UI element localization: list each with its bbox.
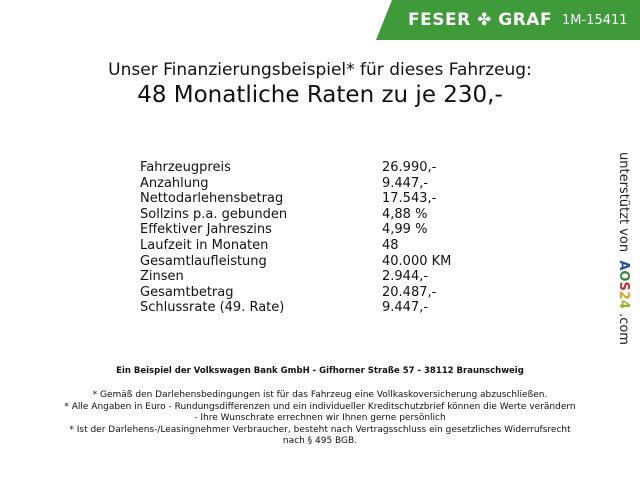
header-banner xyxy=(376,0,640,40)
row-value: 2.944,- xyxy=(382,269,429,285)
vehicle-code: 1M-15411 xyxy=(562,13,628,28)
aos24-logo: AOS24 xyxy=(616,260,631,309)
table-row: Effektiver Jahreszins 4,99 % xyxy=(140,222,451,238)
row-value: 9.447,- xyxy=(382,300,429,316)
footnote-3b: nach § 495 BGB. xyxy=(282,436,358,446)
footnote-1: * Gemäß den Darlehensbedingungen ist für… xyxy=(92,390,548,400)
brand-logo: FESER ✤ GRAF xyxy=(408,10,553,30)
row-label: Nettodarlehensbetrag xyxy=(140,191,284,207)
row-label: Sollzins p.a. gebunden xyxy=(140,206,288,222)
row-label: Gesamtlaufleistung xyxy=(140,253,267,269)
row-value: 4,99 % xyxy=(382,222,428,238)
row-label: Fahrzeugpreis xyxy=(140,160,231,175)
row-value: 9.447,- xyxy=(382,175,429,191)
row-value: 48 xyxy=(382,237,399,253)
monthly-rate-headline: 48 Monatliche Raten zu je 230,- xyxy=(137,82,503,108)
bank-note: Ein Beispiel der Volkswagen Bank GmbH - … xyxy=(116,366,524,376)
table-row: Gesamtbetrag 20.487,- xyxy=(140,285,451,301)
row-label: Zinsen xyxy=(140,269,184,285)
table-row: Gesamtlaufleistung 40.000 KM xyxy=(140,254,451,270)
table-row: Nettodarlehensbetrag 17.543,- xyxy=(140,191,451,207)
row-label: Laufzeit in Monaten xyxy=(140,237,269,253)
table-row: Sollzins p.a. gebunden 4,88 % xyxy=(140,207,451,223)
footnote-2: * Alle Angaben in Euro - Rundungsdiffere… xyxy=(64,402,576,412)
row-value: 17.543,- xyxy=(382,191,437,207)
row-label: Gesamtbetrag xyxy=(140,284,234,300)
page-title: Unser Finanzierungsbeispiel* für dieses … xyxy=(108,60,532,80)
row-value: 4,88 % xyxy=(382,206,428,222)
row-label: Effektiver Jahreszins xyxy=(140,222,272,238)
finance-table: Fahrzeugpreis 26.990,- Anzahlung 9.447,- Net… xyxy=(140,160,451,316)
table-row: Anzahlung 9.447,- xyxy=(140,176,451,192)
table-row: Laufzeit in Monaten 48 xyxy=(140,238,451,254)
footnote-2b: - Ihre Wunschrate errechnen wir Ihnen ge… xyxy=(194,413,446,423)
row-label: Schlussrate (49. Rate) xyxy=(140,300,285,316)
domain-suffix: .com xyxy=(616,313,631,345)
row-label: Anzahlung xyxy=(140,175,209,191)
supported-by-text: unterstützt von xyxy=(616,152,631,253)
footnote-3: * Ist der Darlehens-/Leasingnehmer Verbr… xyxy=(69,425,571,435)
table-row: Zinsen 2.944,- xyxy=(140,269,451,285)
row-value: 20.487,- xyxy=(382,284,437,300)
table-row: Schlussrate (49. Rate) 9.447,- xyxy=(140,300,451,316)
row-value: 40.000 KM xyxy=(382,253,452,269)
row-value: 26.990,- xyxy=(382,160,437,175)
supported-by: unterstützt von AOS24 .com xyxy=(616,152,631,345)
table-row: Fahrzeugpreis 26.990,- xyxy=(140,160,451,176)
